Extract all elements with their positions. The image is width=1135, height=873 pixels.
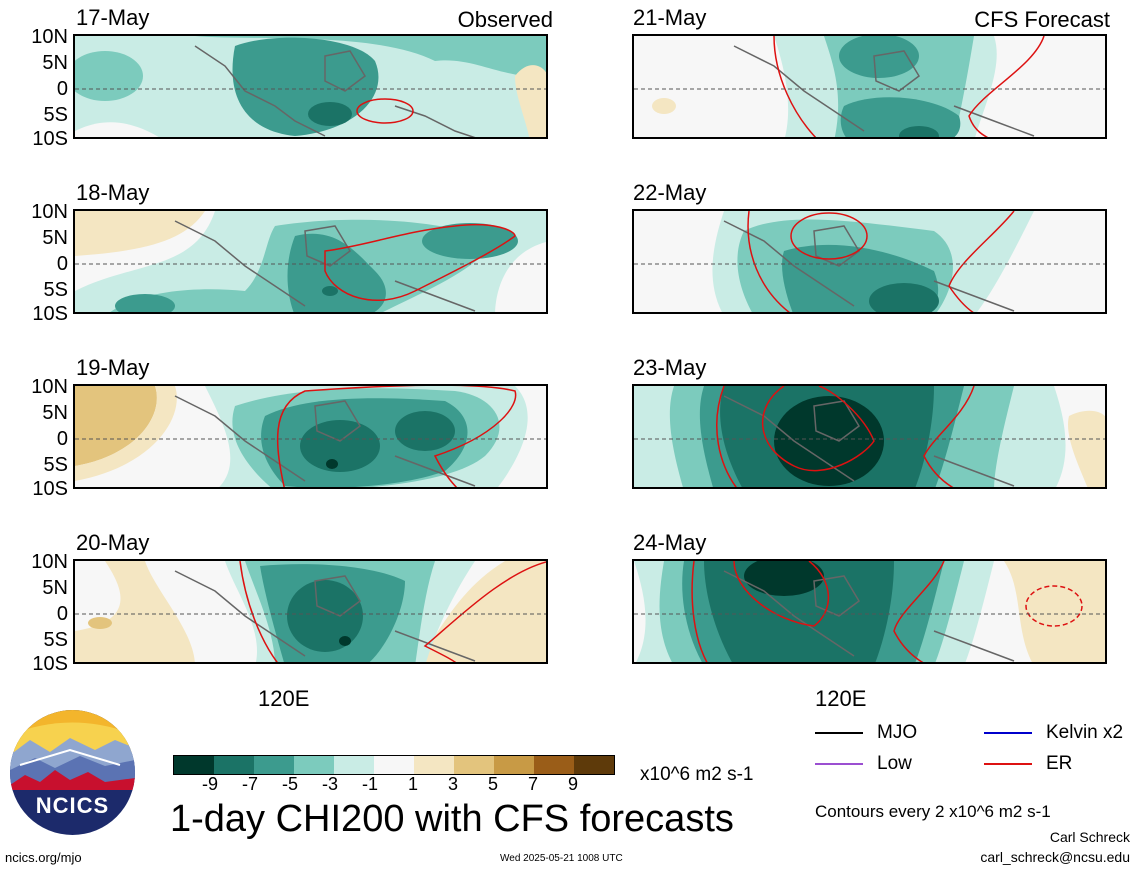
lat-label: 10N <box>31 201 68 223</box>
map-panel-23-may <box>632 384 1107 489</box>
author-email: carl_schreck@ncsu.edu <box>980 849 1130 865</box>
colorbar-swatch <box>334 756 374 774</box>
legend-item-low: Low <box>815 753 912 775</box>
colorbar-swatch <box>574 756 614 774</box>
lat-label: 10S <box>32 478 68 500</box>
colorbar-tick-label: 1 <box>408 774 419 794</box>
colorbar-tick-label: -3 <box>322 774 339 794</box>
map-panel-17-may <box>73 34 548 139</box>
lat-label: 10S <box>32 653 68 675</box>
map-panel-18-may <box>73 209 548 314</box>
lon-label-observed: 120E <box>258 686 310 711</box>
panel-date: 17-May <box>76 5 150 30</box>
legend-label: Low <box>877 753 912 774</box>
lat-label: 5N <box>42 402 68 424</box>
colorbar-swatch <box>374 756 414 774</box>
legend-line <box>984 732 1032 734</box>
map-panel-20-may <box>73 559 548 664</box>
colorbar <box>173 755 615 775</box>
colorbar-tick-label: 3 <box>448 774 459 794</box>
legend-line <box>815 763 863 765</box>
colorbar-swatch <box>214 756 254 774</box>
lat-label: 10N <box>31 26 68 48</box>
ncics-logo: NCICS <box>10 710 135 835</box>
lat-label: 5S <box>43 629 68 651</box>
colorbar-tick-label: -1 <box>362 774 379 794</box>
colorbar-tick-label: 9 <box>568 774 579 794</box>
forecast-label: CFS Forecast <box>974 7 1110 32</box>
lat-label: 0 <box>56 78 68 100</box>
colorbar-units: x10^6 m2 s-1 <box>640 764 754 785</box>
legend-item-er: ER <box>984 753 1072 775</box>
legend-label: Kelvin x2 <box>1046 722 1124 743</box>
lat-label: 5S <box>43 104 68 126</box>
colorbar-swatch <box>494 756 534 774</box>
legend-item-mjo: MJO <box>815 722 917 744</box>
lat-label: 10S <box>32 303 68 325</box>
lat-label: 10N <box>31 376 68 398</box>
colorbar-tick-label: -7 <box>242 774 259 794</box>
panel-date: 21-May <box>633 5 707 30</box>
lat-label: 0 <box>56 428 68 450</box>
colorbar-tick-label: 5 <box>488 774 499 794</box>
panel-date: 23-May <box>633 355 707 380</box>
panel-date: 18-May <box>76 180 150 205</box>
colorbar-swatch <box>414 756 454 774</box>
contours-note: Contours every 2 x10^6 m2 s-1 <box>815 802 1051 821</box>
legend-label: MJO <box>877 722 918 743</box>
map-panel-22-may <box>632 209 1107 314</box>
panel-date: 19-May <box>76 355 150 380</box>
colorbar-swatch <box>254 756 294 774</box>
lat-label: 5N <box>42 52 68 74</box>
lon-label-forecast: 120E <box>815 686 867 711</box>
colorbar-swatch <box>174 756 214 774</box>
panel-date: 22-May <box>633 180 707 205</box>
legend-line <box>815 732 863 734</box>
lat-label: 5S <box>43 454 68 476</box>
panel-date: 20-May <box>76 530 150 555</box>
colorbar-tick-label: -5 <box>282 774 299 794</box>
map-panel-24-may <box>632 559 1107 664</box>
author-name: Carl Schreck <box>1049 829 1130 845</box>
logo-text: NCICS <box>35 793 110 818</box>
footer-url[interactable]: ncics.org/mjo <box>5 850 82 865</box>
map-panel-19-may <box>73 384 548 489</box>
lat-label: 0 <box>56 603 68 625</box>
colorbar-swatch <box>454 756 494 774</box>
legend-item-kelvin: Kelvin x2 <box>984 722 1123 744</box>
map-panel-21-may <box>632 34 1107 139</box>
observed-label: Observed <box>457 7 553 32</box>
page-title: 1-day CHI200 with CFS forecasts <box>170 798 734 840</box>
lat-label: 5S <box>43 279 68 301</box>
footer-timestamp: Wed 2025-05-21 1008 UTC <box>500 853 623 864</box>
colorbar-tick-label: -9 <box>202 774 219 794</box>
lat-label: 10S <box>32 128 68 150</box>
lat-label: 5N <box>42 227 68 249</box>
lat-label: 5N <box>42 577 68 599</box>
colorbar-swatch <box>534 756 574 774</box>
legend-line <box>984 763 1032 765</box>
colorbar-swatch <box>294 756 334 774</box>
panel-date: 24-May <box>633 530 707 555</box>
legend-label: ER <box>1046 753 1073 774</box>
lat-label: 0 <box>56 253 68 275</box>
colorbar-tick-label: 7 <box>528 774 539 794</box>
lat-label: 10N <box>31 551 68 573</box>
